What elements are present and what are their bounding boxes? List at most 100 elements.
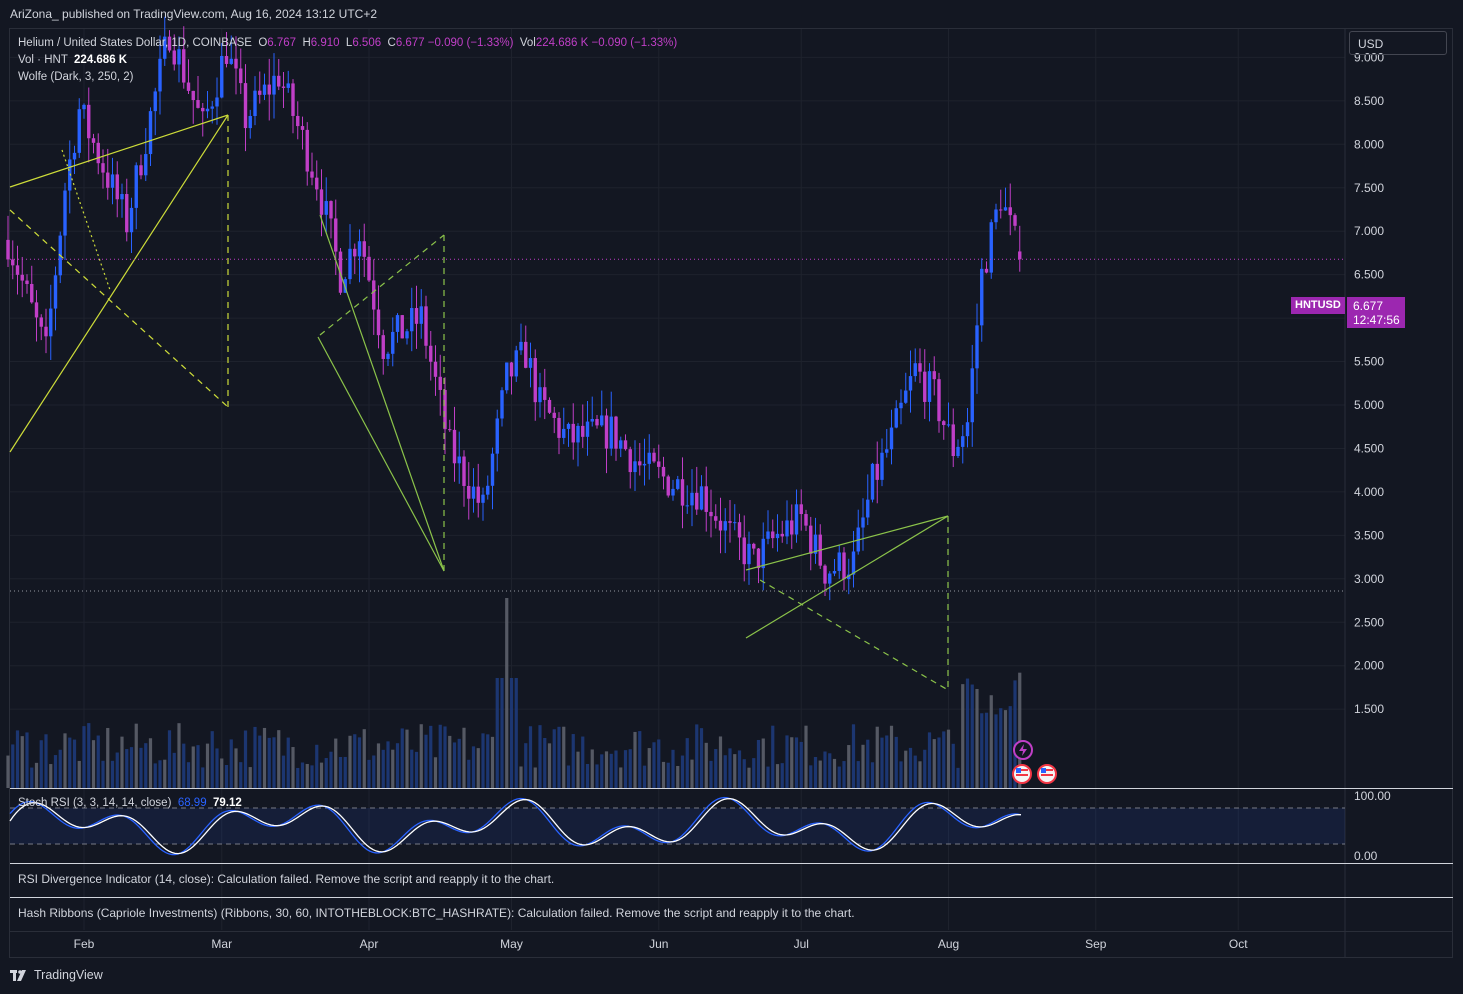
candle-body (25, 280, 29, 284)
wolfe-line (745, 515, 949, 639)
volume-bar (633, 731, 637, 788)
candle-body (286, 83, 290, 88)
volume-bar (666, 762, 670, 788)
candle-body (999, 209, 1003, 211)
candle-body (908, 376, 913, 391)
candle-body (557, 417, 561, 438)
candle-body (547, 399, 552, 413)
volume-bar (448, 735, 452, 788)
level-lines (10, 258, 1345, 592)
currency-selector[interactable]: USD (1349, 31, 1447, 55)
stoch-rsi-pane: 100.00 0.00 (9, 789, 1391, 863)
volume-bar (296, 767, 300, 788)
candle-body (400, 315, 404, 339)
volume-bar (970, 684, 974, 788)
volume-bar (505, 598, 509, 788)
candle-body (310, 171, 314, 178)
candle-body (842, 552, 846, 580)
candle-body (144, 154, 148, 176)
stoch-rsi-label[interactable]: Stoch RSI (3, 3, 14, 14, close) (18, 797, 172, 809)
volume-bar (343, 756, 347, 788)
candle-body (885, 449, 889, 453)
volume-bar (353, 734, 357, 788)
candle-body (452, 429, 457, 464)
volume-bar (761, 738, 765, 788)
stoch-rsi-legend: Stoch RSI (3, 3, 14, 14, close) 68.99 79… (18, 797, 242, 809)
volume-bar (699, 728, 704, 788)
candle-body (661, 466, 666, 477)
volume-bar (234, 748, 238, 788)
wolfe-line (317, 336, 445, 572)
volume-bar (229, 739, 233, 788)
candle-body (975, 325, 979, 369)
high-value: 6.910 (310, 37, 340, 49)
candle-body (153, 91, 157, 112)
tradingview-brand[interactable]: TradingView (34, 968, 103, 982)
candle-body (638, 461, 642, 466)
candle-body (984, 268, 989, 273)
candle-body (414, 308, 419, 324)
volume-bar (680, 755, 685, 788)
candle-body (923, 371, 927, 402)
volume-bar (595, 764, 599, 788)
volume-bar (471, 746, 476, 788)
time-tick-label: Aug (938, 937, 959, 951)
price-tick-label: 3.500 (1354, 528, 1384, 542)
price-tick-label: 1.500 (1354, 702, 1384, 716)
price-tick-label: 4.500 (1354, 441, 1384, 455)
rsi-divergence-pane-message[interactable]: RSI Divergence Indicator (14, close): Ca… (18, 872, 555, 886)
candle-body (448, 429, 452, 431)
candle-body (937, 379, 941, 422)
candle-body (585, 421, 590, 437)
candle-body (581, 425, 585, 437)
candle-body (44, 326, 48, 337)
candle-body (657, 461, 661, 467)
volume-bar (286, 737, 290, 788)
volume-bar (514, 678, 518, 788)
wolfe-target-line (319, 234, 445, 336)
candle-body (899, 402, 903, 409)
candle-body (134, 165, 138, 208)
volume-bar (951, 743, 955, 788)
volume-bar (524, 743, 528, 788)
time-tick-label: Mar (211, 937, 232, 951)
candle-body (348, 248, 352, 280)
candle-body (63, 190, 67, 236)
candle-body (267, 84, 271, 95)
volume-bar (253, 726, 257, 788)
volume-bar (794, 737, 799, 788)
candle-body (476, 486, 480, 503)
candle-body (690, 492, 694, 506)
candle-body (471, 486, 476, 499)
volume-bar (771, 725, 775, 788)
candle-body (775, 533, 780, 539)
candle-body (927, 371, 932, 402)
symbol-title[interactable]: Helium / United States Dollar, 1D, COINB… (18, 37, 252, 49)
candle-body (543, 387, 547, 400)
candle-body (357, 241, 362, 257)
price-axis: 1.500 2.000 2.500 3.000 3.500 4.000 4.500 5.000… (1354, 50, 1384, 716)
candle-body (965, 422, 970, 437)
volume-change: −0.090 (−1.33%) (591, 37, 678, 49)
candle-body (889, 427, 894, 450)
candle-body (642, 463, 647, 466)
tradingview-logo-icon (10, 969, 26, 981)
time-tick-label: Sep (1085, 937, 1107, 951)
volume-indicator-label[interactable]: Vol · HNT (18, 54, 68, 66)
volume-bar (134, 723, 138, 788)
volume-bar (177, 723, 181, 788)
candle-body (234, 58, 238, 69)
candle-body (215, 97, 219, 107)
volume-bar (49, 764, 53, 788)
volume-bar (718, 736, 723, 788)
high-label: H (302, 37, 311, 49)
candle-body (828, 573, 832, 584)
volume-bar (994, 714, 998, 788)
volume-bar (357, 737, 362, 788)
wolfe-indicator-label[interactable]: Wolfe (Dark, 3, 250, 2) (18, 71, 134, 83)
volume-bar (671, 749, 675, 788)
hash-ribbons-pane-message[interactable]: Hash Ribbons (Capriole Investments) (Rib… (18, 906, 855, 920)
candle-body (438, 376, 442, 390)
volume-bar (438, 724, 442, 788)
